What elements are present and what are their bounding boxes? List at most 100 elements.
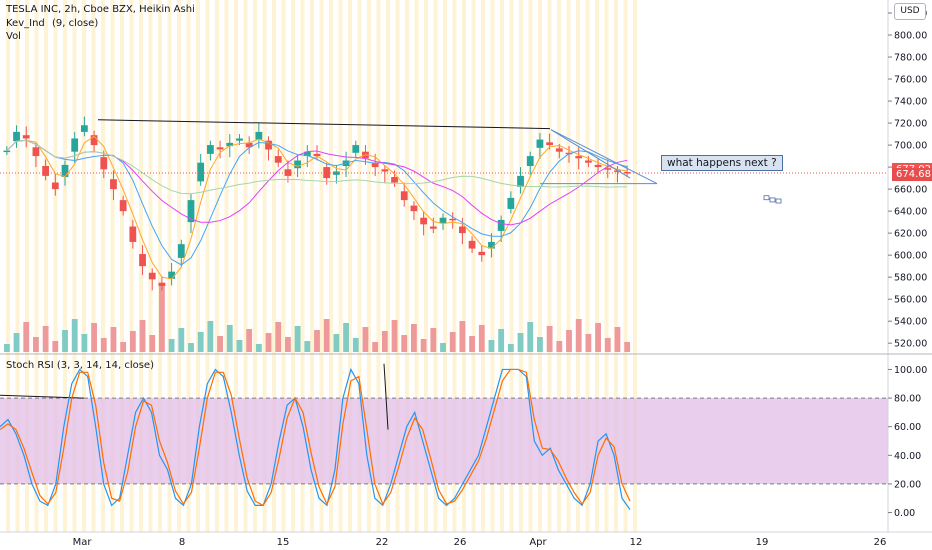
session-band <box>101 0 105 532</box>
candle-body <box>197 162 205 182</box>
volume-bar <box>449 332 456 352</box>
session-band <box>357 0 362 532</box>
volume-bar <box>333 334 340 352</box>
rsi-band-fill <box>0 398 888 484</box>
volume-bar <box>527 322 534 352</box>
candle-body <box>284 169 292 176</box>
time-tick-label: Mar <box>73 537 93 548</box>
volume-bar <box>343 323 349 352</box>
triangle-upper-line <box>550 129 631 179</box>
session-band <box>91 0 96 532</box>
candle-body <box>206 145 214 154</box>
stoch-rsi-d-line <box>0 368 631 507</box>
projection-marker <box>769 197 776 203</box>
volume-bar <box>478 325 485 352</box>
session-band <box>281 0 286 532</box>
candle-body <box>546 142 554 146</box>
projection-marker <box>763 195 770 201</box>
symbol-legend[interactable]: TESLA INC, 2h, Cboe BZX, Heikin Ashi <box>6 4 199 15</box>
session-band <box>604 0 609 532</box>
indicator-legend-vol[interactable]: Vol <box>6 31 25 42</box>
candle-body <box>32 147 40 157</box>
session-band <box>338 0 343 532</box>
volume-bar <box>13 333 20 352</box>
session-band <box>158 0 162 532</box>
time-tick-label: 12 <box>630 537 643 548</box>
session-band <box>167 0 172 532</box>
session-band <box>395 0 400 532</box>
session-band <box>6 0 10 532</box>
drawing-tools[interactable] <box>0 119 888 430</box>
rsi-tick-label: 20.00 <box>894 479 921 490</box>
volume-bar <box>372 342 379 352</box>
volume-bar <box>139 320 146 352</box>
session-band <box>110 0 115 532</box>
rsi-trendline <box>0 394 85 399</box>
volume-bar <box>546 326 553 352</box>
session-band <box>319 0 324 532</box>
session-band <box>566 0 571 532</box>
volume-bar <box>52 341 59 352</box>
session-band <box>148 0 153 532</box>
triangle-side-line <box>550 129 658 185</box>
candle-body <box>381 169 389 172</box>
candle-body <box>371 162 379 168</box>
candle-body <box>400 191 408 201</box>
time-tick-label: 15 <box>277 537 290 548</box>
price-tick-label: 640.00 <box>894 207 927 218</box>
candle-body <box>614 170 621 172</box>
price-tick-label: 540.00 <box>894 317 927 328</box>
session-band <box>414 0 419 532</box>
price-tick-label: 720.00 <box>894 119 927 130</box>
volume-bar <box>294 326 301 352</box>
candle-body <box>71 138 79 152</box>
volume-bar <box>275 322 282 352</box>
volume-bar <box>614 327 621 352</box>
candle-body <box>517 175 524 187</box>
volume-bar <box>595 323 601 352</box>
session-band <box>63 0 67 532</box>
candle-body <box>313 153 321 157</box>
rsi-legend[interactable]: Stoch RSI (3, 3, 14, 14, close) <box>6 360 158 371</box>
session-band <box>500 0 504 532</box>
price-tick-label: 800.00 <box>894 31 927 42</box>
candle-body <box>80 125 88 132</box>
volume-bar <box>178 328 185 352</box>
candle-body <box>391 177 398 183</box>
candle-body <box>526 156 534 166</box>
session-band <box>129 0 134 532</box>
candle-body <box>3 150 11 153</box>
candle-body <box>129 226 137 242</box>
volume-bar <box>381 331 388 352</box>
session-band <box>348 0 352 532</box>
volume-bar <box>110 327 117 352</box>
indicator-legend-kev[interactable]: Kev_Ind (9, close) <box>6 18 102 29</box>
volume-bar <box>604 338 611 352</box>
session-band <box>300 0 305 532</box>
annotation-note[interactable]: what happens next ? <box>661 155 783 171</box>
moving-average-line <box>6 135 628 280</box>
close-price-tag: 674.68 <box>892 167 932 181</box>
candle-body <box>148 272 156 280</box>
session-band <box>595 0 599 532</box>
candle-body <box>100 157 108 170</box>
candle-body <box>51 182 59 190</box>
session-band <box>34 0 39 532</box>
session-band <box>291 0 295 532</box>
session-band <box>623 0 628 532</box>
session-band <box>490 0 495 532</box>
candle-body <box>61 164 69 177</box>
candle-body <box>110 179 117 190</box>
rsi-tick-label: 40.00 <box>894 451 921 462</box>
volume-bar <box>81 334 88 352</box>
volume-bar <box>197 332 204 352</box>
currency-button[interactable]: USD <box>894 3 926 20</box>
candle-body <box>468 240 476 249</box>
volume-bar <box>362 327 369 352</box>
volume-bar <box>100 338 107 352</box>
session-band <box>633 0 637 532</box>
time-tick-label: 26 <box>454 537 467 548</box>
candle-body <box>294 160 302 169</box>
session-band <box>576 0 580 532</box>
